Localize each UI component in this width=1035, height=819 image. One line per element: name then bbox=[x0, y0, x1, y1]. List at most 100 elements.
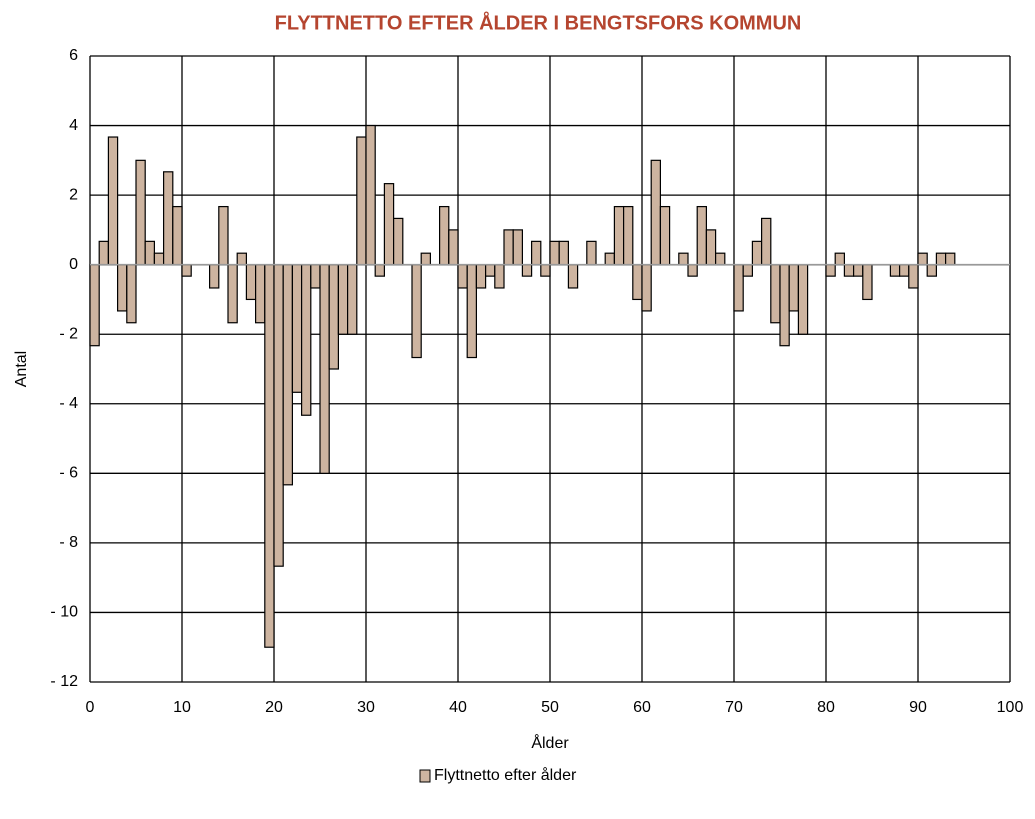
bar bbox=[153, 252, 165, 266]
bar bbox=[650, 159, 662, 266]
bar bbox=[291, 264, 303, 393]
bar bbox=[632, 264, 643, 301]
bar bbox=[549, 240, 560, 266]
bar bbox=[530, 240, 542, 266]
bar bbox=[218, 205, 229, 266]
bar bbox=[98, 240, 109, 266]
bar bbox=[687, 264, 698, 277]
y-tick-label: - 4 bbox=[59, 395, 78, 412]
bar bbox=[448, 229, 459, 266]
bar bbox=[282, 264, 294, 486]
bar bbox=[383, 183, 395, 266]
bar bbox=[439, 205, 450, 266]
bar bbox=[89, 264, 100, 347]
bar bbox=[917, 252, 928, 266]
bar bbox=[255, 264, 266, 324]
y-tick-label: - 6 bbox=[59, 465, 78, 482]
bar bbox=[733, 264, 744, 312]
bar bbox=[770, 264, 781, 324]
bar bbox=[540, 264, 551, 277]
bar bbox=[494, 264, 505, 289]
bar bbox=[898, 264, 910, 277]
y-tick-label: - 12 bbox=[50, 673, 78, 690]
bar bbox=[365, 124, 376, 266]
y-tick-label: - 10 bbox=[50, 604, 78, 621]
bar bbox=[512, 229, 524, 266]
bar bbox=[411, 264, 422, 359]
bar bbox=[825, 264, 836, 277]
bar bbox=[613, 205, 625, 266]
bar bbox=[107, 136, 119, 266]
bar bbox=[622, 205, 634, 266]
bar bbox=[181, 264, 192, 277]
x-tick-label: 80 bbox=[817, 699, 835, 716]
y-tick-label: 2 bbox=[69, 186, 78, 203]
bar bbox=[843, 264, 855, 277]
bar bbox=[751, 240, 763, 266]
bar bbox=[834, 252, 846, 266]
x-tick-label: 100 bbox=[997, 699, 1024, 716]
bar bbox=[889, 264, 901, 277]
bar bbox=[227, 264, 238, 324]
bar bbox=[172, 205, 183, 266]
bar bbox=[466, 264, 478, 359]
x-tick-label: 90 bbox=[909, 699, 927, 716]
bar bbox=[328, 264, 340, 370]
bar bbox=[908, 264, 919, 289]
x-tick-label: 40 bbox=[449, 699, 467, 716]
bar bbox=[760, 217, 772, 266]
bar bbox=[862, 264, 873, 301]
bar bbox=[347, 264, 358, 335]
bar bbox=[521, 264, 533, 277]
bar bbox=[586, 240, 597, 266]
bar bbox=[337, 264, 349, 335]
bar bbox=[356, 136, 367, 266]
bar bbox=[696, 205, 708, 266]
bar bbox=[301, 264, 312, 416]
bar bbox=[374, 264, 386, 277]
bar bbox=[705, 229, 717, 266]
y-tick-label: 6 bbox=[69, 47, 78, 64]
y-tick-label: 4 bbox=[69, 117, 78, 134]
x-tick-label: 0 bbox=[86, 699, 95, 716]
bar bbox=[393, 217, 404, 266]
bar bbox=[475, 264, 487, 289]
y-tick-label: 0 bbox=[69, 256, 78, 273]
bar bbox=[209, 264, 220, 289]
bar bbox=[457, 264, 468, 289]
bar bbox=[163, 171, 174, 266]
bar bbox=[742, 264, 754, 277]
bar bbox=[714, 252, 726, 266]
bar bbox=[273, 264, 284, 567]
bar bbox=[236, 252, 247, 266]
bar bbox=[135, 159, 146, 266]
y-axis-title: Antal bbox=[13, 351, 30, 387]
x-tick-label: 50 bbox=[541, 699, 559, 716]
x-axis-title: Ålder bbox=[531, 733, 569, 752]
bar bbox=[604, 252, 616, 266]
x-tick-label: 10 bbox=[173, 699, 191, 716]
chart-title: FLYTTNETTO EFTER ÅLDER I BENGTSFORS KOMM… bbox=[275, 10, 802, 34]
bar bbox=[126, 264, 137, 324]
bar bbox=[567, 264, 579, 289]
bar bbox=[788, 264, 800, 312]
bar bbox=[144, 240, 155, 266]
y-tick-label: - 8 bbox=[59, 534, 78, 551]
bar bbox=[935, 252, 947, 266]
bar bbox=[678, 252, 689, 266]
bar bbox=[852, 264, 864, 277]
bar bbox=[245, 264, 257, 301]
x-tick-label: 20 bbox=[265, 699, 283, 716]
bar bbox=[659, 205, 671, 266]
bar bbox=[264, 264, 275, 648]
bar bbox=[319, 264, 330, 474]
bar bbox=[116, 264, 128, 312]
bar bbox=[558, 240, 570, 266]
legend-label: Flyttnetto efter ålder bbox=[434, 766, 577, 784]
bar bbox=[503, 229, 514, 266]
bar bbox=[944, 252, 956, 266]
y-tick-label: - 2 bbox=[59, 325, 78, 342]
bar bbox=[485, 264, 496, 277]
x-tick-label: 60 bbox=[633, 699, 651, 716]
